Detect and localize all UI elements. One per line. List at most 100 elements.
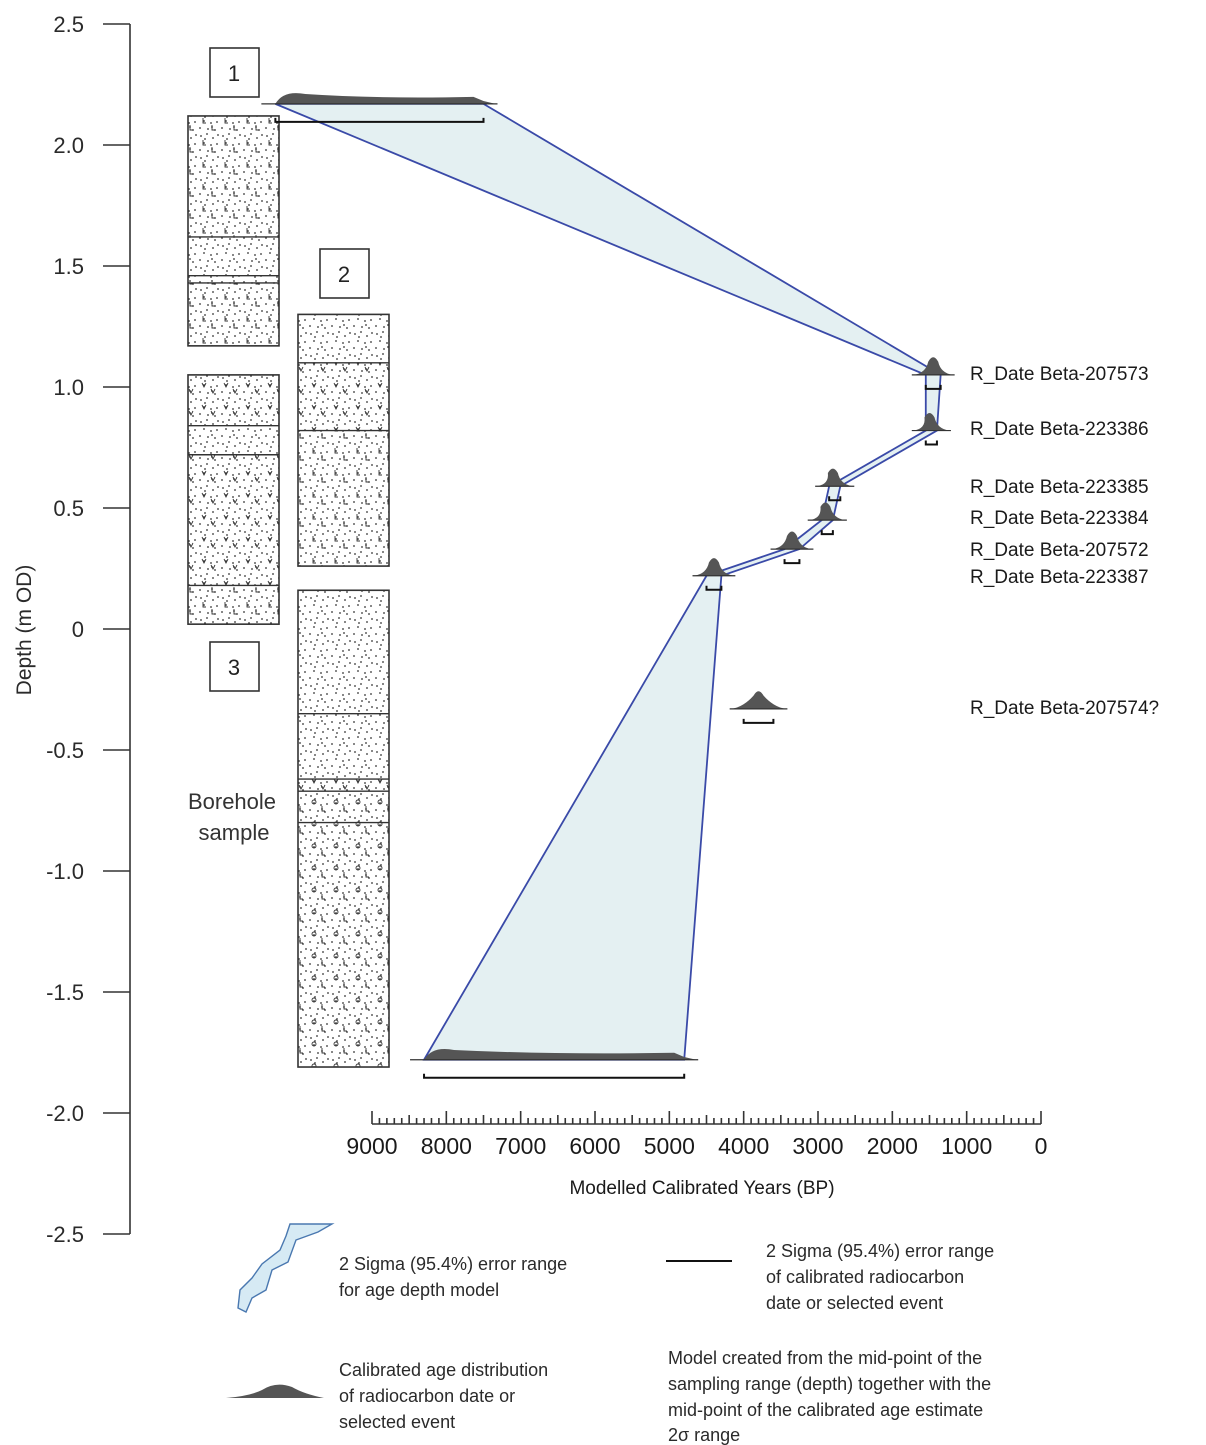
core-segment xyxy=(298,779,389,792)
core-segment xyxy=(298,430,389,567)
y-tick-label: 0.5 xyxy=(53,496,84,521)
legend-envelope-swatch xyxy=(237,1223,335,1313)
age-distribution xyxy=(809,502,845,521)
date-r-date-beta-223385: R_Date Beta-223385 xyxy=(815,468,1149,502)
x-tick-label: 4000 xyxy=(718,1133,769,1159)
core-segment xyxy=(188,115,279,237)
date-label: R_Date Beta-223384 xyxy=(970,508,1149,529)
y-tick-label: 2.5 xyxy=(53,12,84,37)
x-tick-label: 6000 xyxy=(569,1133,620,1159)
radiocarbon-dates: R_Date Beta-207573 R_Date Beta-223386 R_Da… xyxy=(261,93,1159,1079)
core-segment xyxy=(298,362,389,431)
age-distribution xyxy=(275,93,496,104)
borehole-label-line1: Borehole xyxy=(188,789,276,814)
age-distribution xyxy=(694,558,734,576)
core-segment xyxy=(188,374,279,426)
core-number: 2 xyxy=(338,262,350,287)
date-label: R_Date Beta-223387 xyxy=(970,567,1149,588)
legend-distribution-line1: Calibrated age distribution xyxy=(339,1360,548,1380)
legend: 2 Sigma (95.4%) error range for age dept… xyxy=(226,1223,994,1445)
legend-range-line3: date or selected event xyxy=(766,1293,943,1313)
date-r-date-beta-223387: R_Date Beta-223387 xyxy=(692,558,1149,591)
y-tick-label: -2.5 xyxy=(46,1222,84,1247)
date-r-date-beta-223386: R_Date Beta-223386 xyxy=(911,412,1149,446)
age-distribution xyxy=(731,691,786,709)
y-tick-label: 1.5 xyxy=(53,254,84,279)
age-distribution xyxy=(772,531,812,550)
core-borehole xyxy=(297,589,390,1068)
age-distribution xyxy=(913,412,949,431)
core-outline xyxy=(297,589,390,1068)
core-outline xyxy=(297,313,390,567)
sigma-range-bar xyxy=(828,496,842,502)
core-number: 3 xyxy=(228,655,240,680)
date-label: R_Date Beta-207574? xyxy=(970,698,1159,719)
sediment-cores: 1 2 3 xyxy=(187,47,390,1068)
core-3: 3 xyxy=(187,374,280,692)
legend-range-line1: 2 Sigma (95.4%) error range xyxy=(766,1241,994,1261)
core-number: 1 xyxy=(228,61,240,86)
date-r-date-beta-207573: R_Date Beta-207573 xyxy=(911,357,1149,390)
x-tick-label: 8000 xyxy=(421,1133,472,1159)
core-segment xyxy=(188,236,279,276)
x-tick-label: 7000 xyxy=(495,1133,546,1159)
sigma-range-bar xyxy=(924,384,942,390)
date-label: R_Date Beta-223385 xyxy=(970,477,1149,498)
core-outline xyxy=(187,115,280,347)
core-number-box xyxy=(319,248,370,299)
y-tick-label: 1.0 xyxy=(53,375,84,400)
core-segment xyxy=(188,282,279,346)
legend-note-line2: sampling range (depth) together with the xyxy=(668,1374,991,1394)
legend-distribution-line3: selected event xyxy=(339,1412,455,1432)
core-segment xyxy=(188,585,279,625)
x-tick-label: 9000 xyxy=(346,1133,397,1159)
x-tick-label: 5000 xyxy=(644,1133,695,1159)
age-distribution xyxy=(424,1048,697,1060)
legend-note-line1: Model created from the mid-point of the xyxy=(668,1348,982,1368)
core-segment xyxy=(188,454,279,586)
date-r-date-beta-207572: R_Date Beta-207572 xyxy=(770,531,1149,565)
sigma-range-bar xyxy=(924,440,938,446)
y-axis-label: Depth (m OD) xyxy=(13,565,36,696)
core-segment xyxy=(188,275,279,283)
legend-note-line4: 2σ range xyxy=(668,1425,740,1445)
core-segment xyxy=(298,822,389,1068)
date-label: R_Date Beta-207573 xyxy=(970,364,1149,385)
sigma-range-bar xyxy=(705,585,723,591)
x-axis: 9000 8000 7000 6000 5000 4000 3000 2000 1000 0 xyxy=(346,1111,1047,1159)
y-tick-label: -2.0 xyxy=(46,1101,84,1126)
sigma-range-bar xyxy=(820,530,834,536)
age-distribution xyxy=(817,468,853,487)
sigma-range-bar xyxy=(783,559,801,565)
core-segment xyxy=(298,791,389,823)
date-label: R_Date Beta-223386 xyxy=(970,419,1149,440)
legend-distribution-line2: of radiocarbon date or xyxy=(339,1386,515,1406)
core-segment xyxy=(298,314,389,363)
date-r-date-beta-207574-: R_Date Beta-207574? xyxy=(729,691,1159,724)
y-axis: 2.5 2.0 1.5 1.0 0.5 0 -0.5 -1.0 -1.5 -2.0 -2.5 xyxy=(46,12,131,1247)
y-tick-label: -0.5 xyxy=(46,738,84,763)
y-tick-label: 0 xyxy=(72,617,84,642)
legend-envelope-line1: 2 Sigma (95.4%) error range xyxy=(339,1254,567,1274)
sigma-range-bar xyxy=(274,117,485,123)
core-segment xyxy=(298,590,389,714)
borehole-label-line2: sample xyxy=(199,820,270,845)
core-outline xyxy=(187,374,280,625)
date-r-date-beta-223384: R_Date Beta-223384 xyxy=(807,502,1149,536)
date-label: R_Date Beta-207572 xyxy=(970,540,1149,561)
age-distribution xyxy=(913,357,953,375)
core-number-box xyxy=(209,47,260,98)
x-tick-label: 2000 xyxy=(867,1133,918,1159)
y-tick-label: -1.5 xyxy=(46,980,84,1005)
legend-distribution-swatch xyxy=(226,1384,324,1398)
core-number-box xyxy=(209,641,260,692)
y-tick-label: 2.0 xyxy=(53,133,84,158)
core-segment xyxy=(188,425,279,455)
x-tick-label: 1000 xyxy=(941,1133,992,1159)
y-tick-label: -1.0 xyxy=(46,859,84,884)
date-event-8 xyxy=(410,1048,699,1079)
x-axis-label: Modelled Calibrated Years (BP) xyxy=(569,1178,834,1199)
sigma-range-bar xyxy=(742,718,775,724)
core-2: 2 xyxy=(297,248,390,567)
